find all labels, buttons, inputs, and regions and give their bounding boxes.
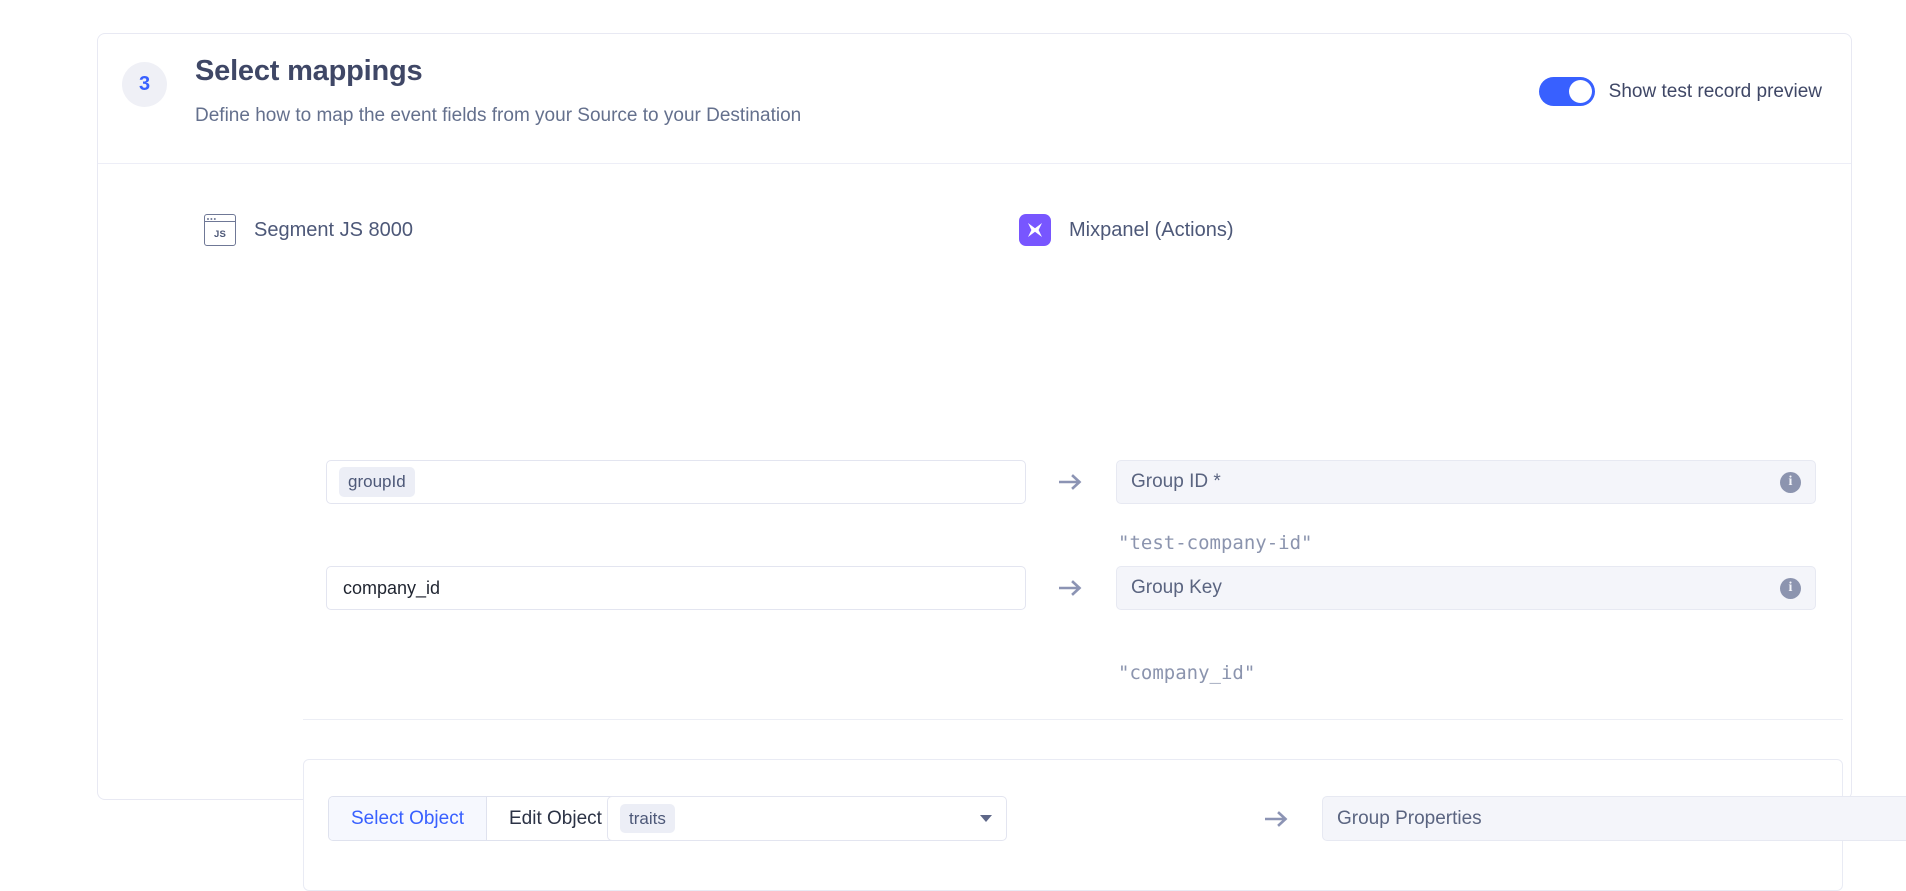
source-field-input[interactable]: company_id: [326, 566, 1026, 610]
destination-name: Mixpanel (Actions): [1069, 218, 1234, 241]
step-header-texts: Select mappings Define how to map the ev…: [195, 54, 801, 128]
object-mode-segmented-control[interactable]: Select Object Edit Object: [328, 796, 625, 841]
chevron-down-icon[interactable]: [980, 815, 992, 822]
browser-window-js-icon: JS: [204, 214, 236, 246]
arrow-right-icon: [1256, 796, 1300, 841]
show-test-record-preview-toggle[interactable]: [1538, 77, 1595, 106]
destination-field-label: Group ID *: [1131, 471, 1221, 492]
object-mapping-panel: Select Object Edit Object traits Group P…: [303, 759, 1906, 891]
source-field-input[interactable]: groupId: [326, 460, 1026, 504]
column-headers: JS Segment JS 8000 Mixpanel (Actions): [98, 214, 1851, 254]
arrow-right-icon: [1050, 460, 1094, 504]
mapping-row: company_id Group Key i: [98, 566, 1851, 610]
destination-column-header: Mixpanel (Actions): [1019, 214, 1234, 246]
step-subtitle: Define how to map the event fields from …: [195, 104, 802, 126]
test-record-preview-value: "test-company-id": [1118, 532, 1313, 554]
info-icon[interactable]: i: [1780, 471, 1801, 493]
show-test-record-preview-control[interactable]: Show test record preview: [1538, 77, 1822, 106]
destination-field-label: Group Key: [1131, 577, 1222, 598]
destination-field-label: Group Properties: [1337, 807, 1482, 829]
js-icon-label: JS: [213, 228, 227, 240]
mapping-row: groupId Group ID * i: [98, 460, 1851, 504]
object-select-dropdown[interactable]: traits: [607, 796, 1007, 841]
edit-object-button[interactable]: Edit Object: [486, 797, 624, 840]
select-mappings-step-card: 3 Select mappings Define how to map the …: [97, 33, 1906, 891]
object-select-value-chip: traits: [620, 803, 675, 834]
step-number-badge: 3: [122, 62, 167, 107]
destination-field[interactable]: Group Key i: [1116, 566, 1816, 610]
source-column-header: JS Segment JS 8000: [204, 214, 413, 246]
select-object-button[interactable]: Select Object: [329, 797, 486, 840]
step-header: 3 Select mappings Define how to map the …: [98, 34, 1851, 164]
info-icon[interactable]: i: [1780, 577, 1801, 599]
toggle-knob: [1568, 80, 1592, 103]
show-test-record-preview-label: Show test record preview: [1608, 80, 1822, 102]
mixpanel-icon: [1019, 214, 1051, 246]
destination-field[interactable]: Group Properties i: [1322, 796, 1906, 841]
destination-field[interactable]: Group ID * i: [1116, 460, 1816, 504]
section-divider: [303, 719, 1843, 720]
page-title: Select mappings: [195, 55, 423, 87]
arrow-right-icon: [1050, 566, 1094, 610]
test-record-preview-value: "company_id": [1118, 662, 1256, 684]
source-field-text: company_id: [343, 577, 441, 598]
source-name: Segment JS 8000: [254, 218, 413, 241]
source-field-chip[interactable]: groupId: [339, 467, 415, 497]
